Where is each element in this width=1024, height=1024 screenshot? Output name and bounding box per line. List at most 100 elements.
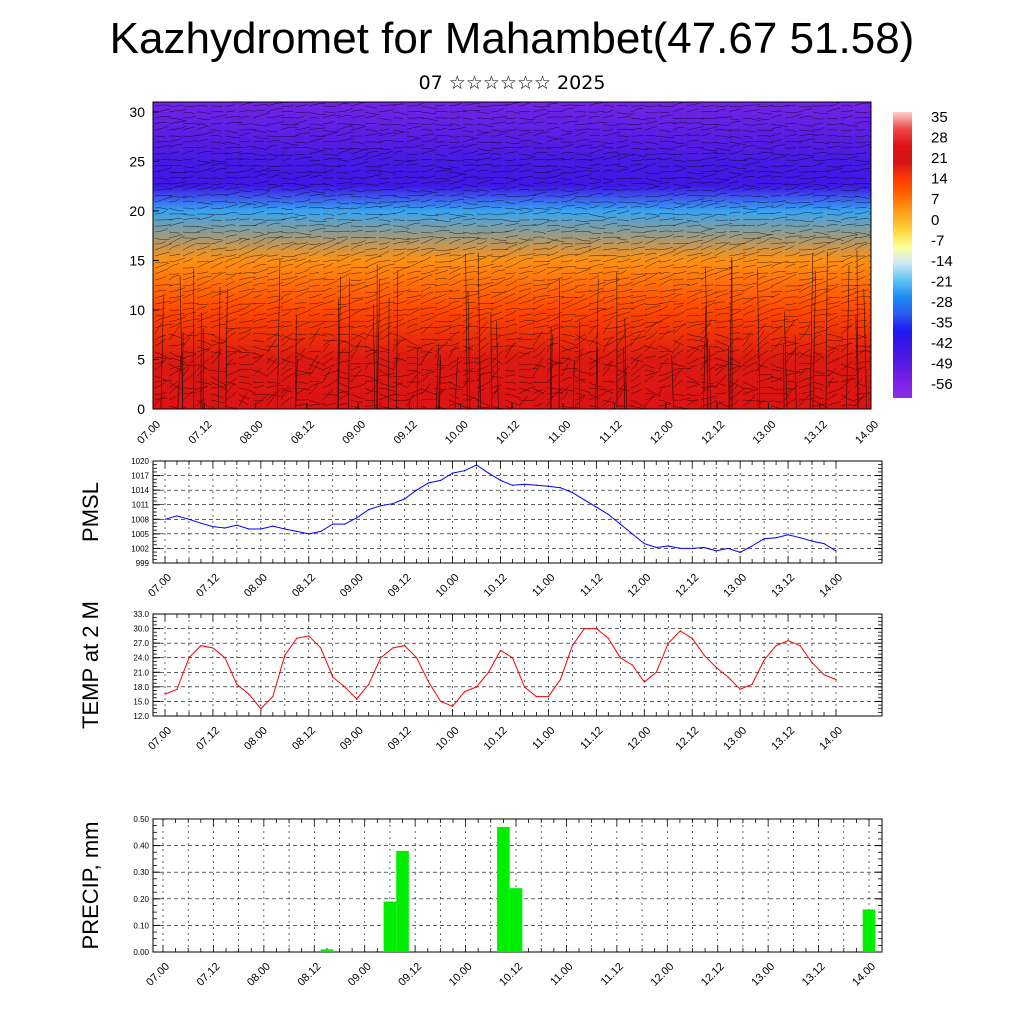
wind-streamline [868, 207, 871, 209]
wind-streamline [322, 237, 336, 240]
wind-streamline [714, 313, 730, 317]
wind-streamline [196, 245, 211, 251]
wind-streamline [868, 278, 871, 281]
wind-streamline [448, 332, 457, 341]
wind-streamline [854, 134, 869, 137]
wind-streamline [770, 237, 783, 241]
x-tick-label: 08.12 [290, 572, 318, 600]
wind-streamline [658, 384, 672, 389]
wind-streamline [168, 120, 187, 125]
wind-streamline [532, 332, 543, 341]
wind-streamline [434, 177, 449, 180]
y-tick-label: 1011 [132, 501, 150, 510]
wind-streamline [840, 155, 858, 161]
wind-streamline [308, 189, 325, 193]
wind-streamline [392, 266, 407, 269]
wind-streamline [616, 359, 627, 365]
wind-streamline [644, 273, 657, 281]
wind-streamline [714, 273, 732, 281]
wind-streamline [532, 357, 544, 371]
wind-streamline [266, 364, 281, 377]
wind-streamline [504, 369, 516, 372]
wind-streamline [266, 245, 280, 251]
wind-streamline [770, 261, 789, 263]
wind-streamline [238, 238, 250, 245]
wind-streamline [336, 340, 347, 347]
wind-streamline [714, 116, 732, 119]
wind-streamline [168, 316, 187, 323]
wind-streamline [742, 349, 753, 359]
data-point [404, 644, 406, 647]
wind-streamline [602, 181, 614, 185]
wind-streamline [336, 264, 351, 269]
wind-streamline [826, 135, 842, 137]
wind-streamline [658, 259, 672, 263]
wind-streamline [700, 345, 717, 348]
wind-streamline [672, 335, 684, 347]
wind-streamline [812, 162, 824, 167]
wind-streamline [588, 393, 604, 401]
wind-streamline [154, 294, 167, 299]
wind-streamline [182, 185, 200, 191]
wind-streamline [238, 244, 251, 251]
wind-streamline [168, 263, 180, 269]
wind-streamline [477, 252, 481, 409]
wind-streamline [742, 387, 754, 391]
wind-streamline [686, 282, 698, 287]
wind-streamline [322, 114, 341, 119]
wind-streamline [364, 361, 371, 371]
wind-streamline [462, 278, 474, 281]
wind-streamline [364, 195, 381, 199]
x-tick-label: 10.12 [482, 572, 510, 600]
wind-streamline [364, 133, 383, 137]
wind-streamline [616, 323, 631, 329]
wind-streamline [854, 168, 871, 173]
wind-streamline [532, 218, 550, 221]
wind-streamline [798, 157, 814, 161]
wind-streamline [462, 344, 475, 353]
wind-streamline [490, 186, 507, 191]
wind-streamline [504, 117, 518, 119]
wind-streamline [868, 339, 871, 341]
wind-streamline [756, 223, 768, 227]
wind-streamline [840, 129, 853, 132]
wind-streamline [644, 355, 657, 359]
wind-streamline [616, 135, 630, 138]
wind-streamline [490, 177, 509, 179]
wind-streamline [532, 207, 550, 211]
wind-streamline [378, 301, 396, 305]
wind-streamline [154, 338, 167, 347]
wind-streamline [490, 237, 507, 241]
wind-streamline [742, 324, 755, 329]
wind-streamline [336, 294, 352, 299]
wind-streamline [168, 177, 185, 179]
data-point [308, 635, 310, 637]
wind-streamline [644, 330, 659, 341]
wind-streamline [518, 252, 536, 257]
wind-streamline [348, 277, 351, 409]
wind-streamline [154, 396, 164, 407]
wind-streamline [826, 272, 838, 275]
data-point [511, 657, 514, 659]
wind-streamline [392, 159, 411, 163]
wind-streamline [434, 117, 448, 119]
wind-streamline [504, 399, 519, 405]
wind-streamline [574, 314, 588, 317]
wind-streamline [364, 379, 381, 383]
wind-streamline [868, 403, 871, 407]
wind-streamline [644, 395, 656, 401]
wind-streamline [546, 307, 558, 311]
wind-streamline [658, 350, 672, 353]
wind-streamline [406, 199, 420, 203]
wind-streamline [784, 225, 800, 228]
wind-streamline [658, 105, 675, 108]
wind-streamline [225, 288, 228, 409]
wind-streamline [266, 156, 278, 161]
data-point [284, 528, 286, 530]
wind-streamline [182, 231, 201, 234]
panel-frame [152, 613, 883, 717]
wind-streamline [742, 239, 755, 245]
wind-streamline [364, 314, 380, 317]
wind-streamline [518, 198, 534, 203]
